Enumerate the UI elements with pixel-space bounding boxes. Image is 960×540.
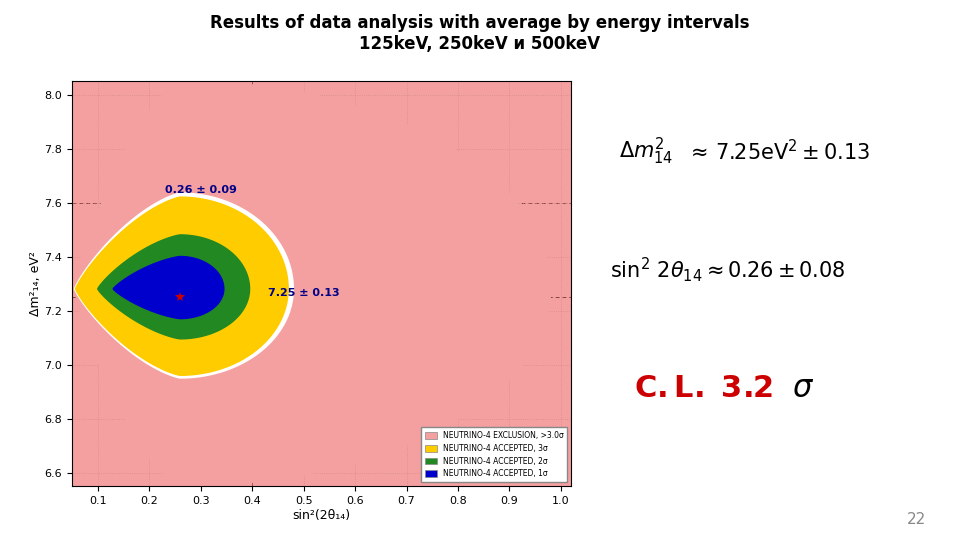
X-axis label: sin²(2θ₁₄): sin²(2θ₁₄): [293, 509, 350, 522]
Legend: NEUTRINO-4 EXCLUSION, >3.0σ, NEUTRINO-4 ACCEPTED, 3σ, NEUTRINO-4 ACCEPTED, 2σ, N: NEUTRINO-4 EXCLUSION, >3.0σ, NEUTRINO-4 …: [421, 427, 567, 482]
Text: 7.25 ± 0.13: 7.25 ± 0.13: [268, 288, 339, 298]
Text: 22: 22: [907, 511, 926, 526]
Polygon shape: [98, 235, 250, 339]
Text: $\sigma$: $\sigma$: [792, 373, 814, 404]
Text: $\mathbf{C.L.\ 3.2}$: $\mathbf{C.L.\ 3.2}$: [634, 373, 772, 404]
Y-axis label: Δm²₁₄, eV²: Δm²₁₄, eV²: [29, 251, 41, 316]
Polygon shape: [76, 197, 288, 375]
Text: $\Delta m^2_{14}$: $\Delta m^2_{14}$: [619, 136, 674, 167]
Polygon shape: [75, 193, 294, 378]
Text: $\approx\, 7.25\mathrm{eV}^2 \pm 0.13$: $\approx\, 7.25\mathrm{eV}^2 \pm 0.13$: [686, 139, 871, 164]
Polygon shape: [75, 81, 551, 486]
Text: Results of data analysis with average by energy intervals: Results of data analysis with average by…: [210, 14, 750, 31]
Text: $\sin^2\, 2\theta_{14} \approx 0.26 \pm 0.08$: $\sin^2\, 2\theta_{14} \approx 0.26 \pm …: [610, 255, 845, 285]
Text: 125keV, 250keV и 500keV: 125keV, 250keV и 500keV: [359, 35, 601, 53]
Text: 0.26 ± 0.09: 0.26 ± 0.09: [165, 185, 236, 195]
Polygon shape: [113, 256, 224, 319]
